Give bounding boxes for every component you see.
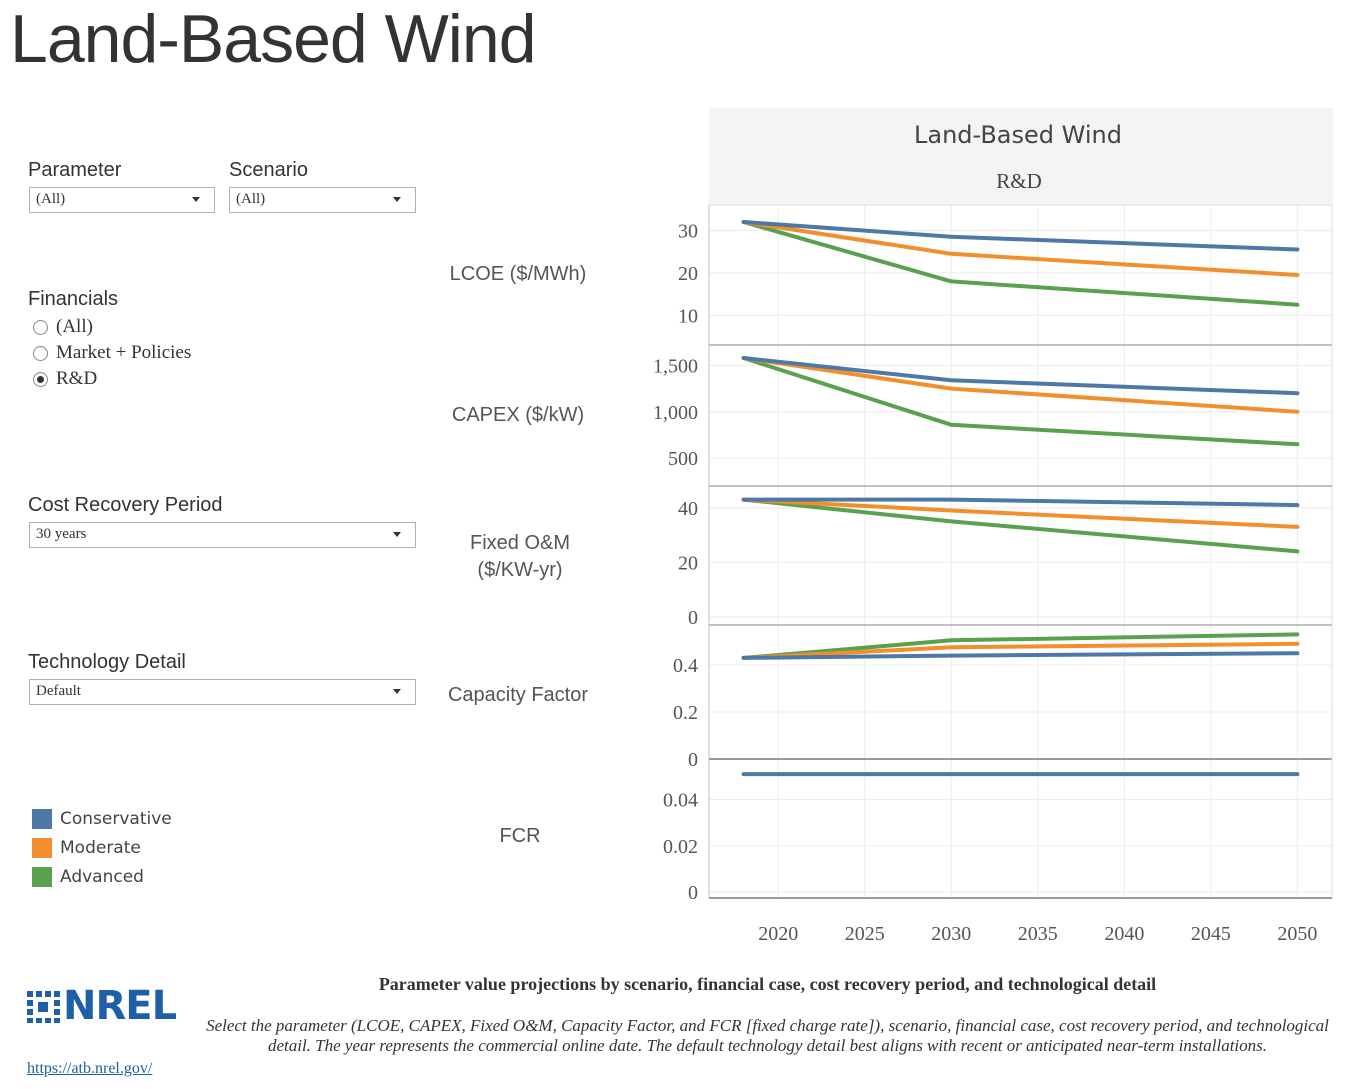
financials-option-all[interactable]: (All) — [33, 314, 191, 340]
parameter-dropdown[interactable]: (All) — [29, 187, 215, 213]
y-tick-label: 1,500 — [653, 355, 698, 377]
series-line-advanced — [741, 632, 1300, 660]
x-tick-label: 2040 — [1104, 923, 1144, 945]
row-label-fixed-om-line2: ($/KW-yr) — [477, 559, 563, 581]
series-line-advanced — [741, 497, 1300, 554]
y-tick-label: 40 — [678, 498, 698, 520]
panel-3: 0 20 40 — [678, 486, 1333, 629]
y-tick-label: 20 — [678, 263, 698, 285]
radio-checked-icon — [33, 371, 48, 387]
series-line-conservative — [741, 220, 1300, 252]
row-label-fixed-om: Fixed O&M ($/KW-yr) — [420, 530, 620, 584]
panel-5: 0 0.02 0.04 — [663, 759, 1333, 904]
row-label-fixed-om-line1: Fixed O&M — [469, 532, 571, 554]
legend-item-conservative[interactable]: Conservative — [32, 804, 172, 833]
radio-icon — [33, 319, 48, 335]
cost-recovery-dropdown-value: 30 years — [36, 526, 87, 542]
y-tick-label: 10 — [678, 305, 698, 327]
x-tick-label: 2035 — [1018, 923, 1058, 945]
radio-icon — [33, 345, 48, 361]
x-gridlines — [777, 205, 1298, 898]
page-title: Land-Based Wind — [10, 1, 537, 77]
financials-label: Financials — [28, 288, 119, 310]
series-line-moderate — [741, 497, 1300, 529]
panel-1: 10 20 30 — [678, 204, 1333, 346]
series-line-moderate — [741, 641, 1300, 660]
chevron-down-icon — [393, 197, 401, 202]
series-line-advanced — [741, 356, 1300, 447]
chart-title: Land-Based Wind — [914, 121, 1122, 149]
financials-option-rd[interactable]: R&D — [33, 366, 191, 392]
technology-detail-dropdown-value: Default — [36, 683, 81, 699]
financials-option-label: R&D — [56, 368, 98, 389]
chart-subtitle: R&D — [996, 169, 1042, 193]
y-tick-label: 0 — [688, 607, 698, 629]
nrel-logo[interactable]: NREL — [25, 983, 177, 1029]
legend: Conservative Moderate Advanced — [32, 804, 172, 891]
scenario-dropdown-value: (All) — [236, 191, 266, 207]
legend-label: Advanced — [60, 866, 144, 887]
panels-layer: 10 20 30 500 1,000 1,500 0 20 40 0 0.2 0.4 0 0.02 0.04 — [653, 204, 1333, 904]
y-tick-label: 30 — [678, 220, 698, 242]
panel-4: 0 0.2 0.4 — [673, 625, 1333, 771]
footer-title: Parameter value projections by scenario,… — [378, 974, 1157, 994]
technology-detail-label: Technology Detail — [28, 651, 186, 673]
legend-label: Moderate — [60, 837, 141, 858]
series-line-advanced — [741, 220, 1300, 307]
chevron-down-icon — [393, 689, 401, 694]
legend-swatch — [32, 808, 52, 829]
legend-swatch — [32, 866, 52, 887]
financials-radio-group: (All) Market + Policies R&D — [33, 314, 191, 392]
technology-detail-dropdown[interactable]: Default — [29, 679, 416, 705]
y-tick-label: 20 — [678, 552, 698, 574]
row-label-capex: CAPEX ($/kW) — [451, 404, 585, 426]
financials-option-label: Market + Policies — [56, 342, 192, 363]
x-tick-label: 2045 — [1191, 923, 1231, 945]
x-tick-label: 2030 — [931, 923, 971, 945]
parameter-label: Parameter — [28, 159, 122, 181]
nrel-logo-icon — [27, 991, 60, 1023]
y-tick-label: 0.4 — [673, 655, 698, 677]
series-line-moderate — [741, 356, 1300, 414]
chevron-down-icon — [393, 532, 401, 537]
scenario-dropdown[interactable]: (All) — [229, 187, 416, 213]
legend-swatch — [32, 837, 52, 858]
legend-item-advanced[interactable]: Advanced — [32, 862, 172, 891]
nrel-logo-text: NREL — [63, 983, 177, 1029]
y-tick-label: 1,000 — [653, 402, 698, 424]
legend-item-moderate[interactable]: Moderate — [32, 833, 172, 862]
row-label-fcr: FCR — [499, 825, 541, 847]
footer-description: Select the parameter (LCOE, CAPEX, Fixed… — [206, 1016, 1329, 1055]
cost-recovery-label: Cost Recovery Period — [28, 494, 223, 516]
row-label-lcoe: LCOE ($/MWh) — [449, 263, 587, 285]
series-line-conservative — [741, 651, 1300, 660]
panel-2: 500 1,000 1,500 — [653, 345, 1333, 487]
x-tick-label: 2020 — [758, 923, 798, 945]
x-axis: 2020 2025 2030 2035 2040 2045 2050 — [758, 923, 1317, 945]
chevron-down-icon — [192, 197, 200, 202]
x-tick-label: 2025 — [845, 923, 885, 945]
series-line-conservative — [741, 356, 1300, 396]
y-tick-label: 0 — [688, 749, 698, 771]
financials-option-market-policies[interactable]: Market + Policies — [33, 340, 191, 366]
y-tick-label: 500 — [668, 448, 698, 470]
row-label-capacity-factor: Capacity Factor — [447, 684, 589, 706]
nrel-link[interactable]: https://atb.nrel.gov/ — [27, 1060, 153, 1077]
y-tick-label: 0.02 — [663, 836, 698, 858]
parameter-dropdown-value: (All) — [36, 191, 66, 207]
x-tick-label: 2050 — [1277, 923, 1317, 945]
legend-label: Conservative — [60, 808, 172, 829]
scenario-label: Scenario — [229, 159, 308, 181]
cost-recovery-dropdown[interactable]: 30 years — [29, 522, 416, 548]
chart-header-background — [709, 108, 1333, 205]
series-line-moderate — [741, 220, 1300, 277]
series-line-conservative — [741, 497, 1300, 508]
y-tick-label: 0 — [688, 882, 698, 904]
y-tick-label: 0.04 — [663, 790, 698, 812]
y-tick-label: 0.2 — [673, 702, 698, 724]
chart: Land-Based Wind R&D 1020305001,0001,5000… — [653, 108, 1333, 945]
financials-option-label: (All) — [56, 316, 93, 337]
